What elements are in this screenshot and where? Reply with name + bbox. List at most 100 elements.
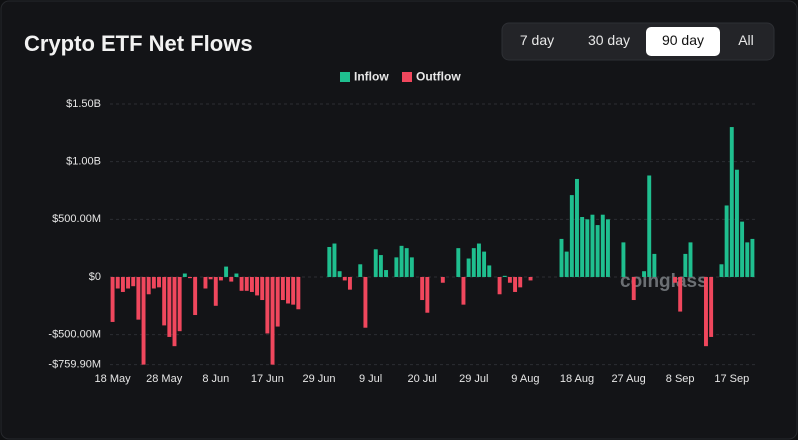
chart-title: Crypto ETF Net Flows bbox=[24, 31, 253, 56]
x-tick-label: 17 Jun bbox=[251, 373, 284, 385]
bar bbox=[740, 221, 745, 277]
x-tick-label: 29 Jun bbox=[302, 373, 335, 385]
bar bbox=[239, 276, 244, 291]
bar bbox=[456, 248, 461, 277]
legend-label: Inflow bbox=[354, 70, 389, 84]
bar bbox=[291, 276, 296, 305]
y-tick-label: -$759.90M bbox=[48, 359, 101, 371]
bar bbox=[404, 248, 409, 277]
bar bbox=[151, 276, 156, 289]
bar bbox=[260, 276, 265, 301]
bar bbox=[724, 205, 729, 277]
bar bbox=[286, 276, 290, 304]
bar bbox=[373, 249, 378, 277]
bar bbox=[270, 276, 275, 365]
bar bbox=[507, 276, 512, 283]
bar bbox=[347, 276, 352, 290]
x-tick-label: 20 Jul bbox=[408, 373, 437, 385]
bar bbox=[487, 265, 492, 277]
bar bbox=[384, 270, 389, 277]
x-tick-label: 8 Jun bbox=[202, 373, 229, 385]
bar bbox=[559, 238, 564, 277]
legend-swatch bbox=[340, 72, 350, 82]
bar bbox=[296, 276, 301, 310]
bar bbox=[146, 276, 151, 295]
bar bbox=[729, 127, 734, 277]
range-button-bg[interactable] bbox=[646, 27, 720, 56]
bar bbox=[605, 219, 610, 277]
legend-swatch bbox=[402, 72, 412, 82]
bar bbox=[131, 276, 136, 287]
bar bbox=[249, 276, 254, 292]
bar bbox=[600, 214, 605, 277]
bar bbox=[162, 276, 167, 326]
bar bbox=[409, 257, 414, 277]
bar bbox=[275, 276, 280, 327]
legend-label: Outflow bbox=[416, 70, 461, 84]
x-tick-label: 9 Aug bbox=[511, 373, 539, 385]
x-tick-label: 28 May bbox=[146, 373, 183, 385]
bar bbox=[704, 276, 708, 347]
bar bbox=[482, 251, 487, 277]
bar bbox=[621, 242, 626, 277]
bar bbox=[688, 242, 693, 277]
bar bbox=[683, 253, 688, 277]
bar bbox=[476, 243, 481, 277]
bar bbox=[182, 273, 187, 277]
bar bbox=[126, 276, 131, 289]
bar bbox=[115, 276, 120, 289]
bar bbox=[642, 271, 647, 277]
bar bbox=[229, 276, 234, 282]
x-tick-label: 9 Jul bbox=[359, 373, 382, 385]
bar bbox=[120, 276, 125, 292]
bar bbox=[513, 276, 518, 292]
bar bbox=[595, 225, 600, 277]
y-tick-label: $500.00M bbox=[52, 213, 101, 225]
bar bbox=[580, 217, 585, 277]
bar bbox=[569, 195, 574, 277]
bar bbox=[734, 169, 739, 277]
bar bbox=[497, 276, 502, 295]
bar bbox=[255, 276, 260, 296]
bar bbox=[440, 276, 445, 283]
bar bbox=[631, 276, 636, 301]
bar bbox=[750, 238, 755, 277]
bar bbox=[332, 243, 337, 277]
range-button[interactable]: 90 day bbox=[662, 32, 704, 48]
x-tick-label: 18 Aug bbox=[560, 373, 594, 385]
bar bbox=[342, 276, 347, 281]
bar bbox=[141, 276, 146, 365]
x-tick-label: 27 Aug bbox=[611, 373, 645, 385]
y-tick-label: $1.50B bbox=[66, 98, 101, 110]
range-button[interactable]: 30 day bbox=[588, 32, 630, 48]
bar bbox=[208, 276, 213, 280]
y-tick-label: -$500.00M bbox=[48, 329, 101, 341]
bar bbox=[203, 276, 208, 289]
bar bbox=[564, 251, 569, 277]
x-tick-label: 8 Sep bbox=[666, 373, 695, 385]
bar bbox=[647, 175, 652, 277]
bar bbox=[528, 276, 533, 281]
y-tick-label: $0 bbox=[89, 271, 101, 283]
range-button[interactable]: All bbox=[738, 32, 754, 48]
bar bbox=[502, 275, 507, 277]
bar bbox=[337, 271, 342, 277]
bar bbox=[425, 276, 430, 313]
y-tick-label: $1.00B bbox=[66, 156, 101, 168]
bar bbox=[157, 276, 161, 288]
bar bbox=[466, 258, 471, 277]
bar bbox=[280, 276, 285, 301]
x-tick-label: 29 Jul bbox=[459, 373, 488, 385]
bar bbox=[224, 266, 229, 277]
range-button[interactable]: 7 day bbox=[520, 32, 554, 48]
bar bbox=[709, 276, 714, 337]
bar bbox=[719, 264, 724, 277]
bar bbox=[327, 246, 332, 277]
bar bbox=[745, 242, 750, 277]
bar bbox=[358, 264, 363, 277]
bar bbox=[177, 276, 182, 332]
x-tick-label: 18 May bbox=[95, 373, 132, 385]
bar bbox=[188, 276, 192, 279]
bar bbox=[363, 276, 368, 328]
bar bbox=[471, 248, 476, 277]
